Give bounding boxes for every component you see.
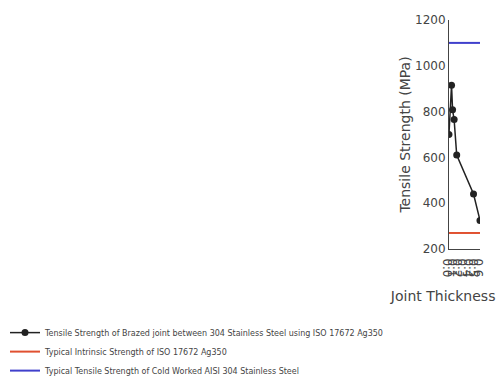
svg-text:Typical Tensile Strength of Co: Typical Tensile Strength of Cold Worked …	[44, 367, 299, 376]
svg-text:1000: 1000	[415, 59, 446, 73]
svg-text:0.1: 0.1	[445, 258, 459, 277]
svg-text:0.3: 0.3	[455, 258, 469, 277]
svg-text:Tensile Strength of Brazed joi: Tensile Strength of Brazed joint between…	[44, 329, 383, 338]
svg-text:Tensile Strength (MPa): Tensile Strength (MPa)	[397, 56, 413, 213]
svg-text:1200: 1200	[415, 13, 446, 27]
svg-text:Joint Thickness (mm): Joint Thickness (mm)	[390, 288, 500, 304]
svg-text:Typical Intrinsic Strength of: Typical Intrinsic Strength of ISO 17672 …	[44, 348, 227, 357]
svg-text:0.5: 0.5	[466, 258, 480, 277]
svg-text:0.6: 0.6	[471, 258, 485, 277]
svg-text:0.0: 0.0	[440, 258, 454, 277]
svg-text:200: 200	[423, 242, 446, 256]
svg-text:600: 600	[423, 151, 446, 165]
svg-text:400: 400	[423, 196, 446, 210]
svg-text:800: 800	[423, 105, 446, 119]
svg-text:0.2: 0.2	[450, 258, 464, 277]
svg-text:0.4: 0.4	[461, 258, 475, 277]
